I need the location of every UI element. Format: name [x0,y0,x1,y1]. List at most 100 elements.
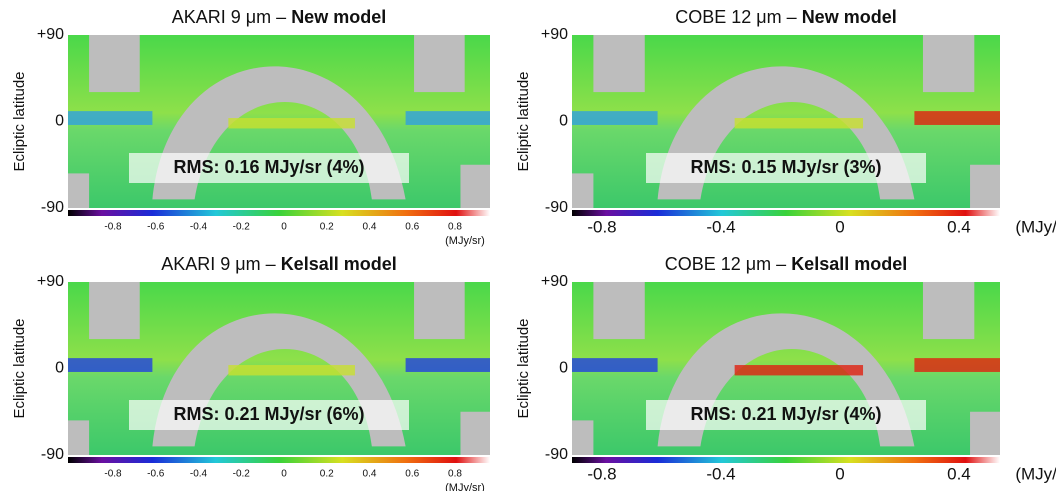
y-tick-label: 0 [55,360,64,377]
residual-band [68,358,153,372]
y-tick-label: +90 [541,273,568,290]
colorbar-tick-label: -0.8 [587,464,616,483]
residual-band [734,365,864,376]
residual-band [228,118,355,129]
rms-annotation: RMS: 0.16 MJy/sr (4%) [173,157,364,177]
data-gap [970,164,1000,208]
y-tick-label: +90 [37,273,64,290]
title-text: AKARI 9 μm – [172,7,291,27]
colorbar-tick-label: 0.6 [405,469,419,480]
panel: COBE 12 μm – New model Ecliptic latitude +… [515,7,1056,237]
colorbar [68,457,490,463]
y-tick-label: -90 [41,199,64,216]
colorbar-tick-label: 0.4 [947,217,971,236]
colorbar-tick-label: -0.4 [706,464,735,483]
title-model: Kelsall model [281,254,397,274]
colorbar [572,457,1000,463]
data-gap [657,313,915,447]
colorbar-tick-label: 0.4 [363,222,377,233]
residual-band [68,111,153,125]
colorbar-unit: (MJy/sr) [445,482,485,491]
y-tick-label: +90 [541,26,568,43]
residual-band [228,365,355,376]
colorbar-tick-label: -0.8 [104,469,122,480]
data-gap [68,420,90,455]
y-axis-label: Ecliptic latitude [11,71,28,171]
rms-annotation: RMS: 0.21 MJy/sr (6%) [173,404,364,424]
data-gap [152,66,406,200]
residual-band [914,111,1000,125]
rms-annotation: RMS: 0.15 MJy/sr (3%) [690,157,881,177]
rms-annotation: RMS: 0.21 MJy/sr (4%) [690,404,881,424]
colorbar-tick-label: 0 [281,222,287,233]
y-axis-label: Ecliptic latitude [11,318,28,418]
y-tick-label: +90 [37,26,64,43]
panel-title: COBE 12 μm – Kelsall model [665,254,907,274]
data-gap [460,411,490,455]
colorbar-tick-label: -0.8 [587,217,616,236]
data-gap [970,411,1000,455]
data-gap [68,173,90,208]
colorbar-tick-label: -0.4 [190,469,208,480]
residual-band [572,358,658,372]
colorbar-tick-label: 0.4 [947,464,971,483]
colorbar-unit: (MJy/sr) [1015,217,1056,236]
y-tick-label: -90 [41,446,64,463]
y-tick-label: 0 [559,360,568,377]
colorbar-tick-label: -0.6 [147,469,165,480]
colorbar-tick-label: -0.4 [190,222,208,233]
y-axis-label: Ecliptic latitude [515,71,532,171]
y-tick-label: 0 [559,113,568,130]
panel: COBE 12 μm – Kelsall model Ecliptic latit… [515,254,1056,484]
colorbar-tick-label: 0.4 [363,469,377,480]
colorbar-tick-label: 0 [281,469,287,480]
data-gap [922,35,975,93]
data-gap [152,313,406,447]
panel-title: AKARI 9 μm – New model [172,7,386,27]
colorbar-tick-label: 0.2 [320,469,334,480]
residual-band [734,118,864,129]
colorbar-tick-label: 0.6 [405,222,419,233]
colorbar [572,210,1000,216]
colorbar [68,210,490,216]
colorbar-tick-label: -0.2 [233,469,251,480]
colorbar-unit: (MJy/sr) [445,235,485,247]
data-gap [593,282,645,340]
title-model: New model [802,7,897,27]
data-gap [572,173,594,208]
data-gap [922,282,975,340]
data-gap [414,35,465,93]
y-tick-label: -90 [545,446,568,463]
residual-band [405,111,490,125]
rms-box [646,153,926,183]
y-axis-label: Ecliptic latitude [515,318,532,418]
data-gap [572,420,594,455]
title-text: COBE 12 μm – [675,7,801,27]
colorbar-tick-label: -0.6 [147,222,165,233]
panel: AKARI 9 μm – Kelsall model Ecliptic latit… [11,254,490,491]
y-tick-label: 0 [55,113,64,130]
data-gap [657,66,915,200]
title-model: New model [291,7,386,27]
panel-title: AKARI 9 μm – Kelsall model [161,254,396,274]
rms-box [646,400,926,430]
colorbar-tick-label: 0.2 [320,222,334,233]
title-model: Kelsall model [791,254,907,274]
colorbar-tick-label: 0 [835,217,844,236]
colorbar-tick-label: -0.8 [104,222,122,233]
title-text: AKARI 9 μm – [161,254,280,274]
colorbar-tick-label: -0.2 [233,222,251,233]
y-tick-label: -90 [545,199,568,216]
data-gap [460,164,490,208]
residual-band [405,358,490,372]
rms-box [129,153,409,183]
colorbar-tick-label: 0 [835,464,844,483]
data-gap [89,35,140,93]
data-gap [89,282,140,340]
title-text: COBE 12 μm – [665,254,791,274]
colorbar-tick-label: 0.8 [448,469,462,480]
data-gap [414,282,465,340]
panel-title: COBE 12 μm – New model [675,7,896,27]
data-gap [593,35,645,93]
